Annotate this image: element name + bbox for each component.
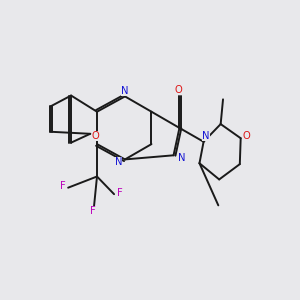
Text: O: O xyxy=(92,131,99,141)
Text: F: F xyxy=(60,181,66,191)
Text: F: F xyxy=(90,206,95,216)
Text: O: O xyxy=(174,85,182,94)
Text: N: N xyxy=(178,153,185,163)
Text: N: N xyxy=(115,158,122,167)
Text: O: O xyxy=(243,131,250,141)
Text: F: F xyxy=(117,188,123,198)
Text: N: N xyxy=(121,86,129,96)
Text: N: N xyxy=(202,131,210,142)
